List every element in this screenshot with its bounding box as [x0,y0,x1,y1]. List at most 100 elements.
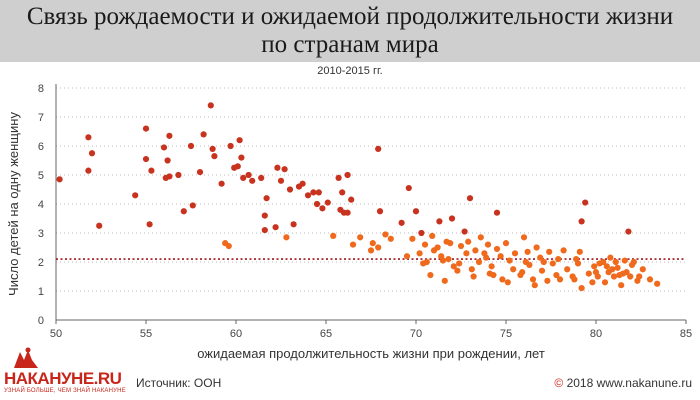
data-point [470,273,477,280]
data-point [142,125,150,132]
data-point [447,240,454,247]
data-point [466,195,474,202]
data-point [304,192,312,199]
data-point [313,200,321,208]
axes-layer [55,84,687,324]
logo-mark-icon [14,347,38,368]
data-point [499,276,506,283]
y-tick-label: 3 [38,228,44,240]
data-point [310,189,317,196]
data-point [585,270,592,277]
data-point [549,260,556,267]
data-point [519,269,526,276]
data-point [319,205,326,212]
x-tick-label: 85 [680,328,692,340]
data-point [398,219,405,226]
y-tick-label: 6 [38,141,44,153]
data-point [85,167,92,174]
data-point [537,254,544,261]
data-point [486,270,493,277]
data-point [589,279,596,286]
data-point [434,244,441,251]
data-point [227,142,234,150]
data-point [189,202,196,209]
data-point [429,232,436,239]
data-point [367,247,375,254]
data-point [553,271,560,279]
data-point [376,208,384,215]
data-point [439,257,447,264]
data-point [85,134,92,141]
data-point [261,212,268,219]
data-point [412,208,420,215]
data-point [261,227,268,234]
data-point [457,242,465,250]
data-point [160,144,168,151]
data-point [211,153,218,160]
data-point [418,229,425,237]
data-point [234,163,241,170]
data-point [277,177,285,184]
data-point [571,276,578,283]
source-note: Источник: ООН [136,376,222,390]
data-point [344,171,351,179]
data-point [96,222,103,229]
data-point [544,277,551,284]
data-point [529,276,537,283]
data-point [344,209,351,216]
data-point [493,209,501,216]
data-point [218,180,225,187]
y-tick-label: 4 [38,199,44,211]
data-point [56,176,63,183]
data-point [578,285,585,292]
data-point [339,189,346,196]
copyright-text: 2018 www.nakanune.ru [566,376,692,390]
data-point [375,244,382,251]
data-point [416,250,423,257]
data-point [335,174,342,181]
data-point [405,184,412,192]
copyright-note: © 2018 www.nakanune.ru [554,376,692,390]
data-point [263,195,270,202]
data-point [456,260,463,267]
copyright-symbol: © [554,376,564,390]
data-point [348,196,355,203]
data-point [290,221,297,228]
data-point [576,248,583,255]
data-point [504,279,511,286]
data-point [573,256,580,263]
data-point [330,232,337,239]
y-tick-label: 7 [38,112,44,124]
data-point [409,235,416,242]
data-point [286,186,294,193]
data-point [283,234,290,241]
data-point [616,271,623,279]
data-point [493,245,501,253]
data-point [502,240,510,247]
y-tick-label: 2 [38,257,44,269]
x-axis-title: ожидаемая продолжительность жизни при ро… [197,346,545,361]
data-point [468,266,475,273]
data-point [448,215,456,222]
y-tick-label: 8 [38,83,44,95]
data-point [166,173,173,180]
data-point [240,174,247,181]
data-point [387,235,394,242]
data-point [630,258,637,266]
data-point [607,254,614,261]
data-point [614,264,621,271]
x-tick-label: 70 [410,328,422,340]
y-tick-label: 1 [38,286,44,298]
x-tick-label: 65 [320,328,332,340]
y-tick-label: 5 [38,170,44,182]
data-point [272,224,279,231]
data-point [349,241,357,248]
data-point [445,256,452,263]
data-point [612,258,619,266]
data-point [475,258,483,266]
data-point [555,256,562,263]
data-point [600,258,607,266]
data-point [420,260,427,267]
data-point [315,189,322,196]
grid-layer [56,87,686,292]
